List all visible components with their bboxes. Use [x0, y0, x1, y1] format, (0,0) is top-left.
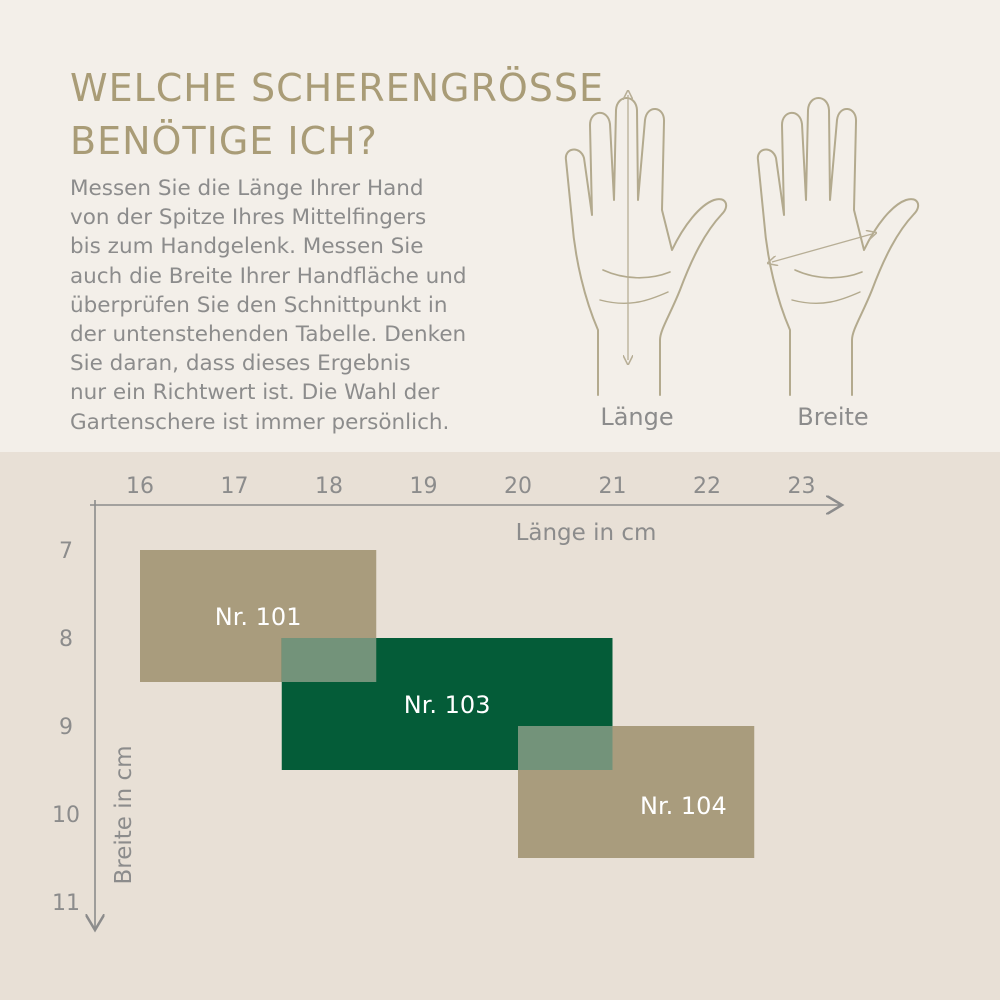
size-range-label: Nr. 104	[640, 792, 727, 820]
overlap-region	[518, 726, 613, 770]
instructions-line: nur ein Richtwert ist. Die Wahl der	[70, 380, 440, 406]
x-tick-label: 21	[599, 474, 627, 499]
intro-panel	[0, 0, 1000, 452]
x-tick-label: 16	[126, 474, 154, 499]
instructions-line: Gartenschere ist immer persönlich.	[70, 409, 450, 435]
size-range-label: Nr. 103	[404, 691, 491, 719]
instructions-line: Sie daran, dass dieses Ergebnis	[70, 351, 411, 377]
y-tick-label: 10	[52, 803, 80, 828]
hand-width-label: Breite	[797, 403, 869, 431]
x-tick-label: 18	[315, 474, 343, 499]
y-tick-label: 8	[59, 627, 73, 652]
x-axis-label: Länge in cm	[516, 520, 657, 546]
y-tick-label: 7	[59, 539, 73, 564]
y-tick-label: 11	[52, 891, 80, 916]
instructions-text: Messen Sie die Länge Ihrer Hand von der …	[70, 174, 540, 437]
x-tick-label: 17	[221, 474, 249, 499]
y-axis-label: Breite in cm	[111, 745, 137, 884]
width-arrow-icon	[772, 234, 872, 262]
x-tick-label: 22	[693, 474, 721, 499]
hand-illustrations	[564, 80, 920, 396]
instructions-line: bis zum Handgelenk. Messen Sie	[70, 234, 424, 260]
x-tick-label: 19	[410, 474, 438, 499]
instructions-line: Messen Sie die Länge Ihrer Hand	[70, 176, 424, 201]
hand-width-icon	[756, 97, 920, 396]
x-tick-label: 20	[504, 474, 532, 499]
instructions-line: auch die Breite Ihrer Handfläche und	[70, 263, 467, 289]
size-range-label: Nr. 101	[215, 603, 302, 631]
instructions-line: von der Spitze Ihres Mittelfingers	[70, 205, 427, 231]
x-tick-label: 23	[788, 474, 816, 499]
hand-length-icon	[564, 97, 728, 396]
y-tick-label: 9	[59, 715, 73, 740]
title-line-2: BENÖTIGE ICH?	[70, 119, 378, 163]
instructions-line: überprüfen Sie den Schnittpunkt in	[70, 292, 448, 318]
instructions-line: der untenstehenden Tabelle. Denken	[70, 322, 467, 348]
title-line-1: WELCHE SCHERENGRÖSSE	[70, 66, 605, 110]
hand-length-label: Länge	[600, 403, 674, 431]
overlap-region	[281, 638, 377, 682]
page-title: WELCHE SCHERENGRÖSSE BENÖTIGE ICH?	[70, 62, 604, 168]
